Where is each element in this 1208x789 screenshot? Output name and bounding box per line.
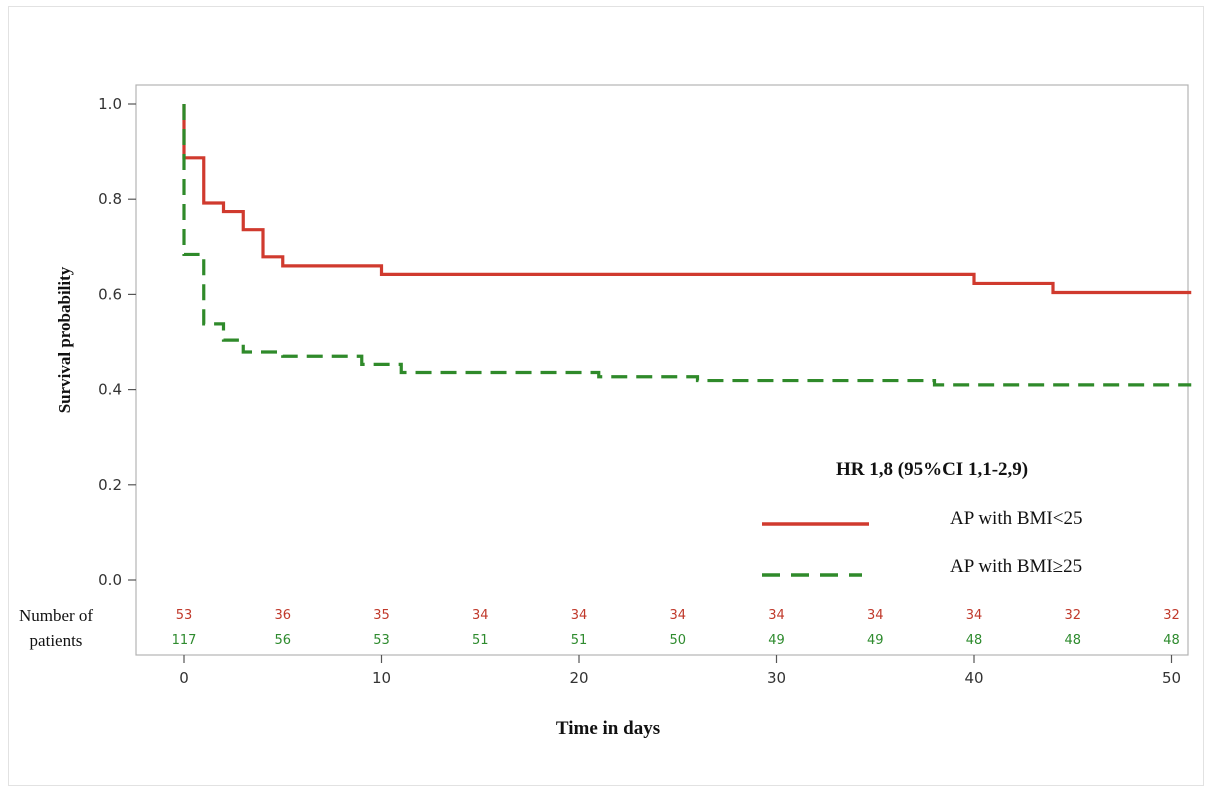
risk-count-bmi-25-plus: 51: [472, 633, 489, 648]
y-axis: 0.0 0.2 0.4 0.6 0.8 1.0: [98, 95, 136, 589]
series-line-bmi-25-plus: [182, 104, 1192, 387]
risk-count-bmi-25-plus: 48: [1064, 633, 1081, 648]
plot-area-border: [135, 84, 1189, 656]
risk-count-bmi-25-plus: 48: [966, 633, 983, 648]
risk-count-bmi-25-plus: 50: [669, 633, 686, 648]
risk-count-bmi-under-25: 36: [274, 608, 291, 623]
x-tick-label: 0: [179, 669, 189, 687]
legend-label-bmi-25-plus: AP with BMI≥25: [950, 556, 1082, 577]
risk-count-bmi-under-25: 53: [176, 608, 193, 623]
risk-count-bmi-25-plus: 48: [1163, 633, 1180, 648]
risk-count-bmi-under-25: 34: [966, 608, 983, 623]
risk-count-bmi-under-25: 35: [373, 608, 390, 623]
risk-table: 53 36 35 34 34 34 34 34 34 32 32 117 56 53 51 51 50 49 49 4…: [172, 608, 1180, 648]
risk-count-bmi-under-25: 32: [1163, 608, 1180, 623]
hazard-ratio-annotation: HR 1,8 (95%CI 1,1-2,9): [836, 459, 1028, 480]
risk-count-bmi-under-25: 34: [768, 608, 785, 623]
y-tick-label: 0.0: [98, 571, 122, 589]
x-tick-label: 20: [569, 669, 588, 687]
risk-count-bmi-under-25: 34: [571, 608, 588, 623]
risk-count-bmi-under-25: 32: [1064, 608, 1081, 623]
series-layer: [182, 104, 1192, 387]
risk-count-bmi-25-plus: 56: [274, 633, 291, 648]
x-tick-label: 30: [767, 669, 786, 687]
x-axis-label: Time in days: [556, 718, 660, 739]
risk-count-bmi-under-25: 34: [669, 608, 686, 623]
risk-count-bmi-under-25: 34: [867, 608, 884, 623]
risk-table-label-line1: Number of: [19, 606, 93, 625]
risk-count-bmi-25-plus: 51: [571, 633, 588, 648]
risk-table-label-line2: patients: [30, 631, 83, 650]
risk-count-bmi-25-plus: 49: [867, 633, 884, 648]
risk-count-bmi-25-plus: 117: [172, 633, 197, 648]
risk-count-bmi-25-plus: 53: [373, 633, 390, 648]
x-axis: 0 10 20 30 40 50: [179, 655, 1181, 687]
legend-label-bmi-under-25: AP with BMI<25: [950, 508, 1082, 529]
risk-count-bmi-under-25: 34: [472, 608, 489, 623]
x-tick-label: 10: [372, 669, 391, 687]
series-line-bmi-under-25: [182, 104, 1192, 295]
y-tick-label: 1.0: [98, 95, 122, 113]
x-tick-label: 50: [1162, 669, 1181, 687]
risk-count-bmi-25-plus: 49: [768, 633, 785, 648]
y-tick-label: 0.6: [98, 285, 122, 303]
y-tick-label: 0.8: [98, 190, 122, 208]
x-tick-label: 40: [964, 669, 983, 687]
y-axis-label: Survival probability: [55, 266, 74, 413]
y-tick-label: 0.2: [98, 476, 122, 494]
y-tick-label: 0.4: [98, 381, 122, 399]
chart-frame: [8, 6, 1204, 786]
